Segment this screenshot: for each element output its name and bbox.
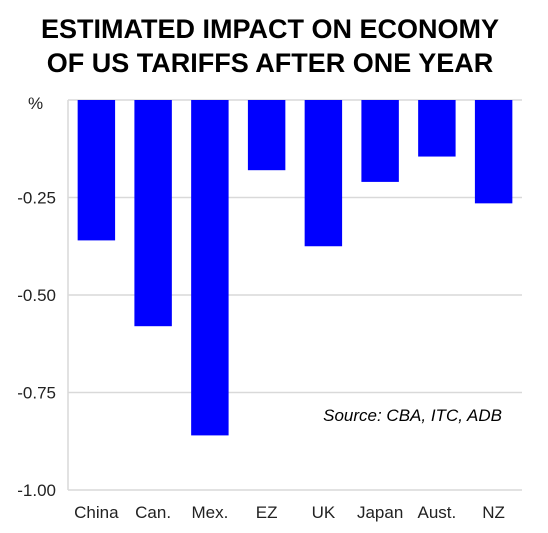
x-tick-label: China [74,503,119,522]
x-tick-label: EZ [256,503,278,522]
bar-japan [361,100,399,182]
y-tick-label: -0.75 [17,384,56,403]
source-annotation: Source: CBA, ITC, ADB [323,406,502,425]
x-tick-label: UK [312,503,336,522]
x-tick-label: Can. [135,503,171,522]
bar-aust [418,100,456,157]
x-tick-label: NZ [482,503,505,522]
bar-china [77,100,116,241]
bar-nz [474,100,513,204]
x-axis-ticks: China Can. Mex. EZ UK Japan Aust. NZ [74,503,505,522]
x-tick-label: Aust. [418,503,457,522]
chart-title-line-2: OF US TARIFFS AFTER ONE YEAR [47,48,494,78]
y-tick-label: -0.25 [17,189,56,208]
bar-can [134,100,172,327]
bar-uk [304,100,343,247]
bars [77,100,513,436]
y-axis-ticks: -0.25 -0.50 -0.75 -1.00 [17,189,56,501]
y-tick-label: -0.50 [17,286,56,305]
y-tick-label: -1.00 [17,481,56,500]
x-tick-label: Japan [357,503,403,522]
x-tick-label: Mex. [191,503,228,522]
bar-mex [191,100,229,436]
chart-title-line-1: ESTIMATED IMPACT ON ECONOMY [41,14,499,44]
y-axis-unit-label: % [28,94,43,113]
bar-ez [247,100,286,171]
